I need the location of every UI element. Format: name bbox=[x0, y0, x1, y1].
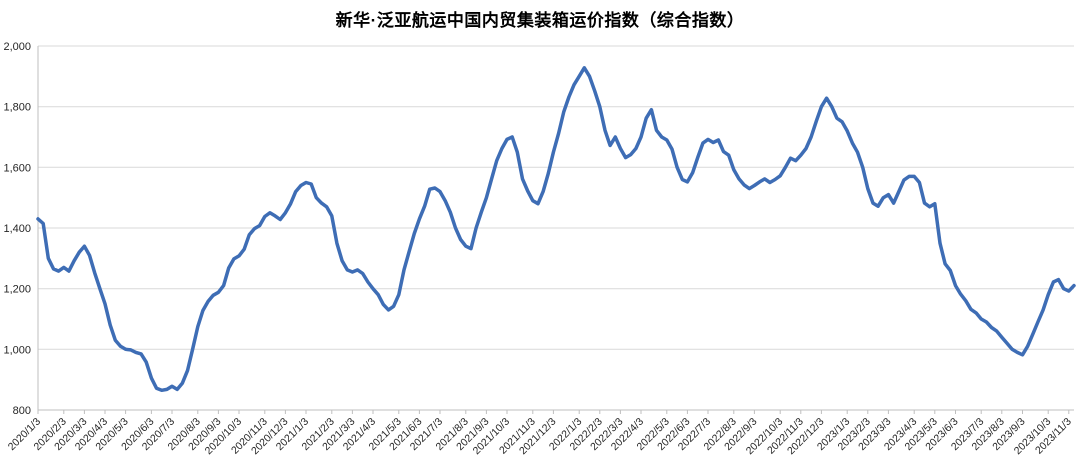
y-axis-label: 1,400 bbox=[3, 223, 31, 235]
y-axis-label: 2,000 bbox=[3, 41, 31, 53]
index-line-series bbox=[36, 66, 1076, 393]
y-axis-label: 1,600 bbox=[3, 162, 31, 174]
chart-title: 新华·泛亚航运中国内贸集装箱运价指数（综合指数） bbox=[335, 11, 745, 30]
y-axis-label: 800 bbox=[13, 405, 31, 417]
y-axis-label: 1,000 bbox=[3, 344, 31, 356]
y-axis-label: 1,800 bbox=[3, 102, 31, 114]
y-axis-label: 1,200 bbox=[3, 284, 31, 296]
